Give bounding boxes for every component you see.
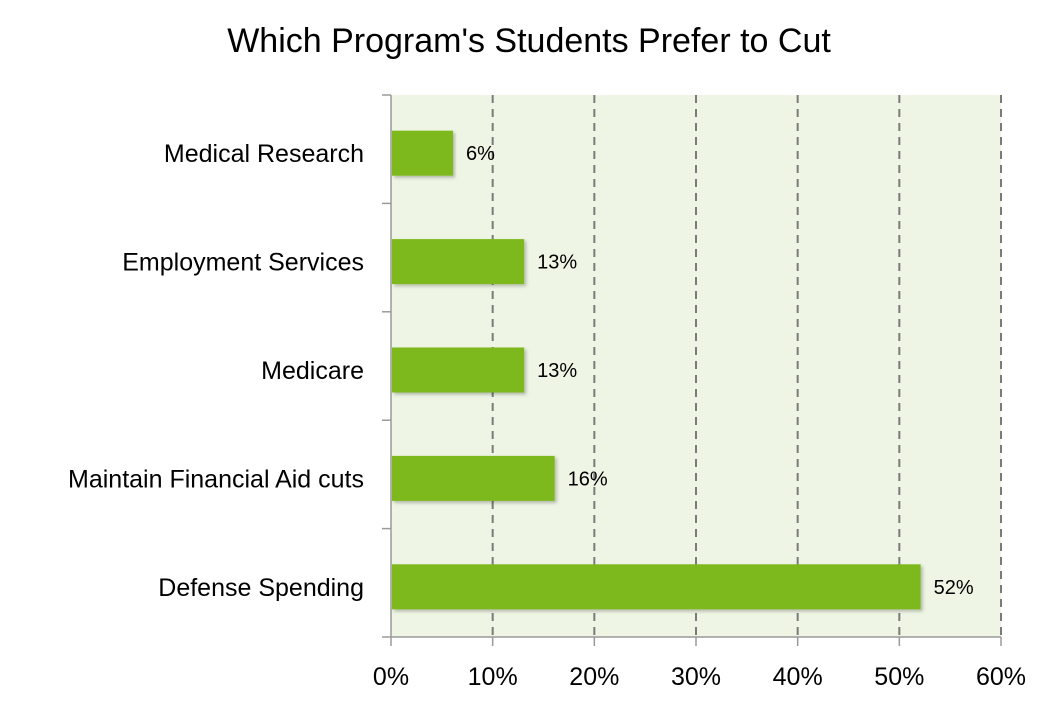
chart-title: Which Program's Students Prefer to Cut [227, 22, 831, 60]
bar [392, 564, 921, 610]
data-label: 16% [568, 468, 608, 490]
data-label: 6% [466, 143, 495, 165]
category-label: Defense Spending [158, 574, 364, 602]
data-label: 52% [934, 577, 974, 599]
category-label: Maintain Financial Aid cuts [68, 465, 364, 493]
x-tick-label: 30% [671, 663, 721, 691]
x-tick-label: 50% [874, 663, 924, 691]
x-tick-label: 20% [569, 663, 619, 691]
bar [392, 239, 525, 285]
category-label: Employment Services [122, 249, 364, 277]
bar [392, 455, 555, 501]
data-label: 13% [537, 360, 577, 382]
x-tick-label: 40% [773, 663, 823, 691]
category-label: Medicare [261, 357, 364, 385]
x-tick-label: 60% [976, 663, 1026, 691]
category-label: Medical Research [164, 140, 364, 168]
bar [392, 130, 453, 176]
x-tick-label: 10% [468, 663, 518, 691]
bar [392, 347, 525, 393]
data-label: 13% [537, 252, 577, 274]
x-tick-label: 0% [373, 663, 409, 691]
